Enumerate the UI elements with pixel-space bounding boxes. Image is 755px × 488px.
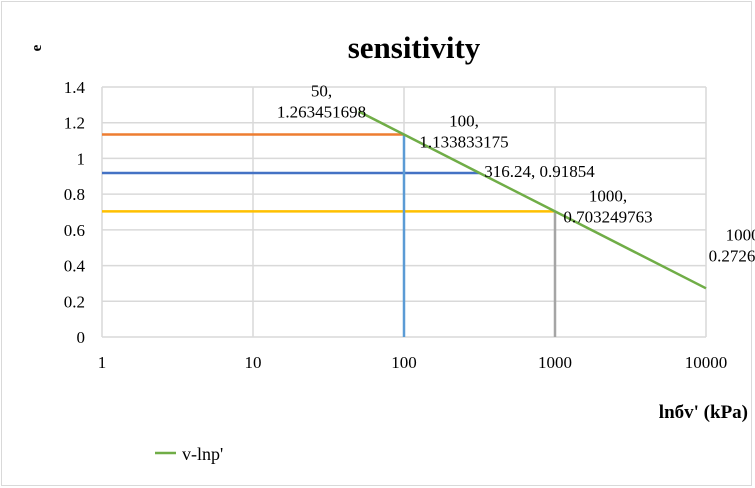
data-label: 316.24, 0.91854 — [484, 162, 595, 181]
y-tick-label: 0 — [77, 328, 86, 347]
x-tick-label: 10 — [245, 353, 262, 372]
y-tick-label: 1 — [77, 149, 86, 168]
y-tick-label: 0.8 — [64, 185, 85, 204]
data-label: 0.703249763 — [563, 207, 652, 226]
legend: v-lnp' — [155, 444, 223, 464]
data-label: 100, — [449, 112, 479, 131]
y-tick-label: 0.6 — [64, 221, 85, 240]
y-tick-label: 1.4 — [64, 78, 86, 97]
x-tick-label: 10000 — [685, 353, 728, 372]
y-axis-label: e — [29, 44, 45, 51]
x-tick-label: 1000 — [538, 353, 572, 372]
data-label: 1.263451698 — [277, 102, 366, 121]
legend-label: v-lnp' — [182, 444, 223, 464]
series-line — [357, 110, 707, 290]
x-tick-label: 100 — [391, 353, 417, 372]
data-label: 1.133833175 — [419, 133, 508, 152]
y-tick-label: 1.2 — [64, 114, 85, 133]
data-label: 10000, — [726, 225, 755, 244]
x-tick-label: 1 — [98, 353, 107, 372]
data-label: 50, — [311, 81, 332, 100]
x-axis-label: lnбv' (kPa) — [659, 402, 748, 423]
y-tick-label: 0.2 — [64, 292, 85, 311]
y-tick-label: 0.4 — [64, 257, 86, 276]
data-label: 1000, — [589, 186, 627, 205]
data-label: 0.27266635 — [709, 246, 755, 265]
chart-title: sensitivity — [348, 30, 481, 65]
